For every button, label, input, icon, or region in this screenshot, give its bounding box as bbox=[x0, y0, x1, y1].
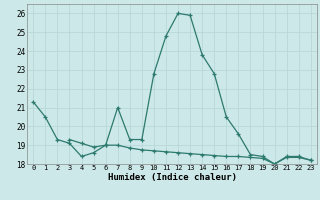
X-axis label: Humidex (Indice chaleur): Humidex (Indice chaleur) bbox=[108, 173, 236, 182]
